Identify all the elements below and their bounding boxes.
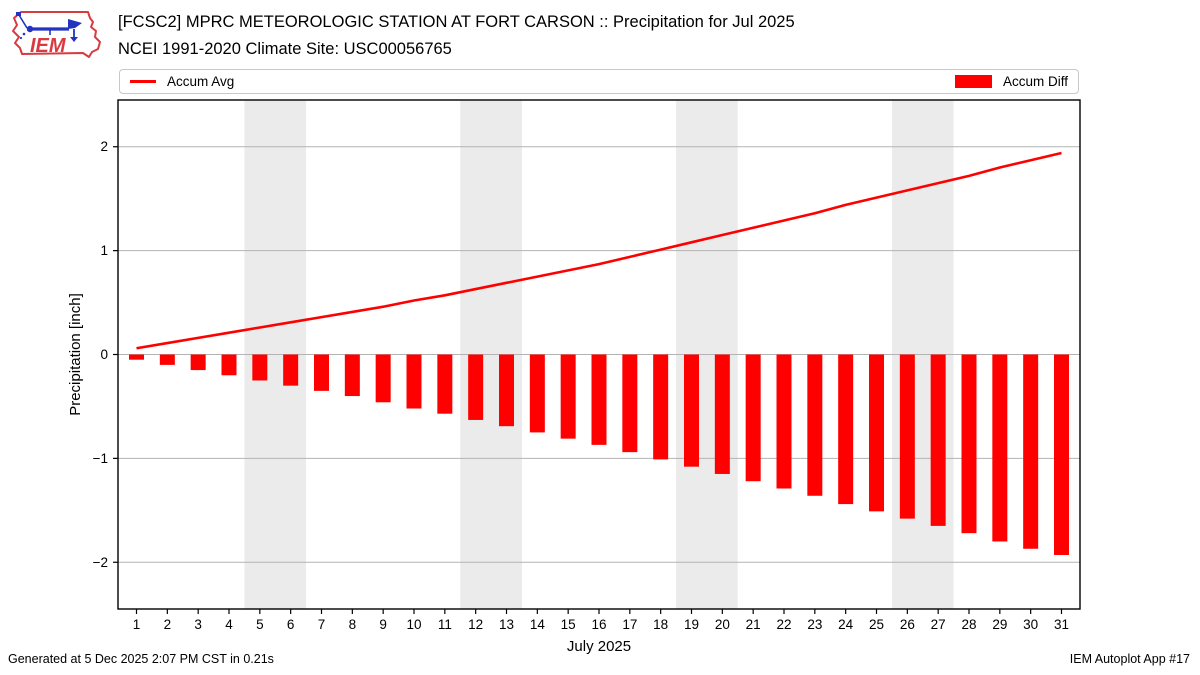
app-credit: IEM Autoplot App #17 [1069, 652, 1190, 666]
accum-diff-bar [899, 354, 915, 519]
title-block: [FCSC2] MPRC METEOROLOGIC STATION AT FOR… [118, 9, 1118, 63]
accum-diff-bar [591, 354, 607, 445]
legend-entry-accum-avg: Accum Avg [130, 74, 234, 89]
legend-bar: Accum Avg Accum Diff [119, 69, 1079, 94]
chart-title: [FCSC2] MPRC METEOROLOGIC STATION AT FOR… [118, 13, 795, 31]
x-tick-label: 30 [1023, 617, 1038, 632]
accum-diff-bar [314, 354, 329, 391]
accum-diff-bar [776, 354, 792, 489]
accum-diff-bar [468, 354, 484, 420]
iem-logo: IEM [12, 11, 101, 58]
accum-diff-bar [159, 354, 175, 365]
x-tick-label: 18 [653, 617, 668, 632]
accum-diff-bar [869, 354, 884, 512]
x-tick-label: 20 [715, 617, 730, 632]
x-tick-label: 14 [530, 617, 546, 632]
x-tick-label: 3 [194, 617, 202, 632]
accum-diff-bar [653, 354, 669, 460]
accum-diff-bar [529, 354, 545, 433]
legend-label-accum-diff: Accum Diff [1002, 74, 1068, 89]
accum-diff-bar [375, 354, 391, 403]
x-tick-label: 8 [349, 617, 357, 632]
accum-diff-bar [930, 354, 946, 526]
x-tick-label: 17 [622, 617, 637, 632]
accum-diff-bar [437, 354, 453, 414]
x-tick-label: 2 [164, 617, 172, 632]
y-tick-label: 0 [100, 347, 108, 362]
x-tick-label: 16 [591, 617, 606, 632]
x-tick-label: 23 [807, 617, 822, 632]
accum-diff-bar [406, 354, 422, 409]
accum-diff-bar [622, 354, 638, 453]
generated-timestamp: Generated at 5 Dec 2025 2:07 PM CST in 0… [8, 652, 274, 666]
accum-diff-bar [283, 354, 299, 386]
y-axis-label: Precipitation [inch] [67, 293, 84, 416]
x-tick-label: 10 [406, 617, 421, 632]
y-tick-label: −2 [93, 555, 108, 570]
accum-diff-bar [129, 354, 144, 360]
accum-diff-bar [807, 354, 823, 496]
x-tick-label: 26 [900, 617, 915, 632]
weather-station-icon [16, 12, 82, 42]
accum-diff-bar [221, 354, 237, 376]
legend-entry-accum-diff: Accum Diff [954, 74, 1068, 89]
chart-subtitle: NCEI 1991-2020 Climate Site: USC00056765 [118, 40, 452, 58]
accum-diff-bar [1054, 354, 1069, 555]
x-tick-label: 6 [287, 617, 295, 632]
x-tick-label: 12 [468, 617, 483, 632]
accum-avg-line [136, 151, 1062, 350]
accum-diff-bar [838, 354, 854, 505]
accum-diff-bar [190, 354, 206, 371]
x-tick-label: 11 [438, 617, 452, 632]
x-tick-label: 29 [992, 617, 1007, 632]
x-tick-label: 21 [746, 617, 761, 632]
y-tick-label: 1 [100, 243, 108, 258]
x-tick-label: 24 [838, 617, 854, 632]
accum-avg-line-swatch [130, 80, 156, 83]
accum-diff-bar [252, 354, 268, 381]
accum-diff-bar [499, 354, 514, 427]
accum-diff-bar [344, 354, 360, 397]
x-tick-label: 9 [379, 617, 387, 632]
accum-diff-bar [961, 354, 977, 534]
x-tick-label: 27 [931, 617, 946, 632]
accum-diff-bar-swatch [954, 75, 992, 88]
accum-diff-bar [714, 354, 730, 474]
accum-diff-bar [1023, 354, 1039, 549]
x-tick-label: 1 [133, 617, 141, 632]
accum-diff-bar [684, 354, 699, 467]
x-tick-label: 19 [684, 617, 699, 632]
accum-diff-bar [992, 354, 1008, 542]
x-tick-label: 15 [561, 617, 576, 632]
accum-diff-bar [560, 354, 576, 439]
x-tick-label: 22 [776, 617, 791, 632]
x-tick-label: 13 [499, 617, 514, 632]
accum-diff-bar [745, 354, 761, 482]
x-tick-label: 28 [961, 617, 976, 632]
x-tick-label: 25 [869, 617, 884, 632]
x-tick-label: 5 [256, 617, 264, 632]
x-tick-label: 31 [1054, 617, 1069, 632]
iem-logo-text: IEM [30, 35, 67, 57]
x-tick-label: 7 [318, 617, 326, 632]
x-tick-label: 4 [225, 617, 233, 632]
x-axis-label: July 2025 [567, 638, 631, 655]
y-tick-label: −1 [93, 451, 108, 466]
legend-label-accum-avg: Accum Avg [167, 74, 235, 89]
y-tick-label: 2 [100, 139, 108, 154]
